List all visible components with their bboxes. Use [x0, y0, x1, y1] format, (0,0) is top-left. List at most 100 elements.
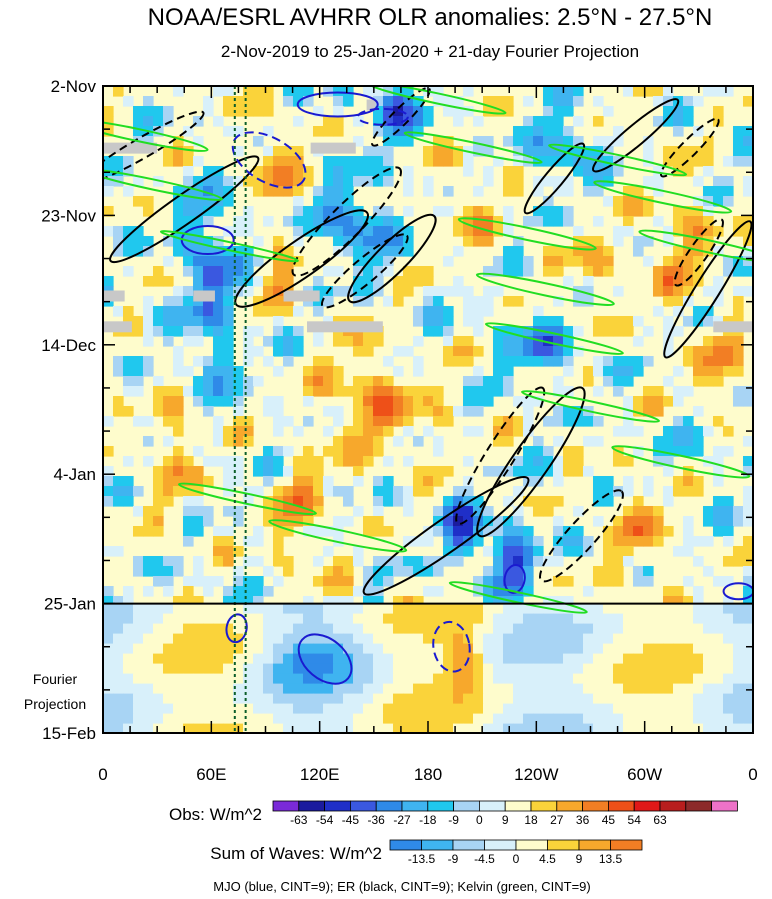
colorbar-swatch	[515, 839, 548, 851]
projection-cell	[243, 643, 254, 655]
projection-cell	[443, 643, 454, 655]
olr-anomaly-cell	[483, 576, 494, 587]
olr-anomaly-cell	[273, 466, 284, 477]
projection-cell	[743, 703, 753, 715]
olr-anomaly-cell	[383, 226, 394, 237]
olr-anomaly-cell	[293, 516, 304, 527]
missing-data-bar	[307, 321, 383, 333]
projection-cell	[673, 683, 684, 695]
olr-anomaly-cell	[343, 156, 354, 167]
projection-cell	[513, 723, 524, 733]
olr-anomaly-cell	[533, 466, 544, 477]
projection-cell	[223, 693, 234, 705]
olr-anomaly-cell	[143, 566, 154, 577]
olr-anomaly-cell	[233, 406, 244, 417]
olr-anomaly-cell	[143, 356, 154, 367]
projection-cell	[633, 663, 644, 675]
projection-cell	[583, 663, 594, 675]
olr-anomaly-cell	[733, 396, 744, 407]
olr-anomaly-cell	[663, 106, 674, 117]
olr-anomaly-cell	[283, 266, 294, 277]
olr-anomaly-cell	[653, 86, 664, 97]
olr-anomaly-cell	[313, 206, 324, 217]
olr-anomaly-cell	[553, 336, 564, 347]
projection-cell	[293, 673, 304, 685]
olr-anomaly-cell	[623, 426, 634, 437]
projection-cell	[123, 723, 134, 733]
projection-cell	[183, 653, 194, 665]
olr-anomaly-cell	[663, 486, 674, 497]
olr-anomaly-cell	[293, 146, 304, 157]
olr-anomaly-cell	[693, 146, 704, 157]
olr-anomaly-cell	[683, 236, 694, 247]
olr-anomaly-cell	[163, 316, 174, 327]
olr-anomaly-cell	[573, 146, 584, 157]
projection-cell	[623, 683, 634, 695]
projection-cell	[383, 683, 394, 695]
projection-cell	[483, 633, 494, 645]
olr-anomaly-cell	[143, 206, 154, 217]
olr-anomaly-cell	[383, 216, 394, 227]
olr-anomaly-cell	[383, 166, 394, 177]
olr-anomaly-cell	[343, 96, 354, 107]
olr-anomaly-cell	[403, 566, 414, 577]
olr-anomaly-cell	[223, 276, 234, 287]
olr-anomaly-cell	[403, 536, 414, 547]
projection-cell	[413, 643, 424, 655]
olr-anomaly-cell	[453, 216, 464, 227]
olr-anomaly-cell	[703, 226, 714, 237]
projection-cell	[443, 653, 454, 665]
olr-anomaly-cell	[293, 86, 304, 97]
olr-anomaly-cell	[323, 186, 334, 197]
olr-anomaly-cell	[233, 226, 244, 237]
olr-anomaly-cell	[703, 316, 714, 327]
projection-cell	[343, 653, 354, 665]
olr-anomaly-cell	[183, 506, 194, 517]
olr-anomaly-cell	[143, 336, 154, 347]
olr-anomaly-cell	[223, 186, 234, 197]
projection-cell	[593, 693, 604, 705]
projection-cell	[483, 693, 494, 705]
projection-cell	[513, 683, 524, 695]
olr-anomaly-cell	[733, 346, 744, 357]
olr-anomaly-cell	[673, 546, 684, 557]
projection-cell	[293, 613, 304, 625]
projection-cell	[613, 673, 624, 685]
projection-cell	[693, 683, 704, 695]
projection-cell	[113, 683, 124, 695]
olr-anomaly-cell	[303, 86, 314, 97]
olr-anomaly-cell	[283, 156, 294, 167]
projection-cell	[283, 713, 294, 725]
olr-anomaly-cell	[393, 96, 404, 107]
projection-cell	[393, 653, 404, 665]
olr-anomaly-cell	[503, 336, 514, 347]
projection-cell	[303, 633, 314, 645]
projection-cell	[683, 653, 694, 665]
olr-anomaly-cell	[463, 166, 474, 177]
olr-anomaly-cell	[323, 526, 334, 537]
olr-anomaly-cell	[353, 556, 364, 567]
olr-anomaly-cell	[153, 516, 164, 527]
olr-anomaly-cell	[433, 156, 444, 167]
olr-anomaly-cell	[523, 266, 534, 277]
olr-anomaly-cell	[183, 476, 194, 487]
olr-anomaly-cell	[143, 116, 154, 127]
projection-cell	[113, 713, 124, 725]
projection-cell	[123, 623, 134, 635]
olr-anomaly-cell	[663, 456, 674, 467]
projection-cell	[233, 663, 244, 675]
olr-anomaly-cell	[403, 186, 414, 197]
projection-cell	[553, 603, 564, 615]
olr-anomaly-cell	[173, 456, 184, 467]
projection-cell	[463, 673, 474, 685]
projection-cell	[593, 723, 604, 733]
projection-cell	[463, 603, 474, 615]
projection-cell	[143, 643, 154, 655]
projection-cell	[103, 713, 114, 725]
olr-anomaly-cell	[663, 346, 674, 357]
olr-anomaly-cell	[233, 146, 244, 157]
olr-anomaly-cell	[493, 226, 504, 237]
projection-cell	[523, 673, 534, 685]
projection-cell	[113, 633, 124, 645]
olr-anomaly-cell	[123, 476, 134, 487]
